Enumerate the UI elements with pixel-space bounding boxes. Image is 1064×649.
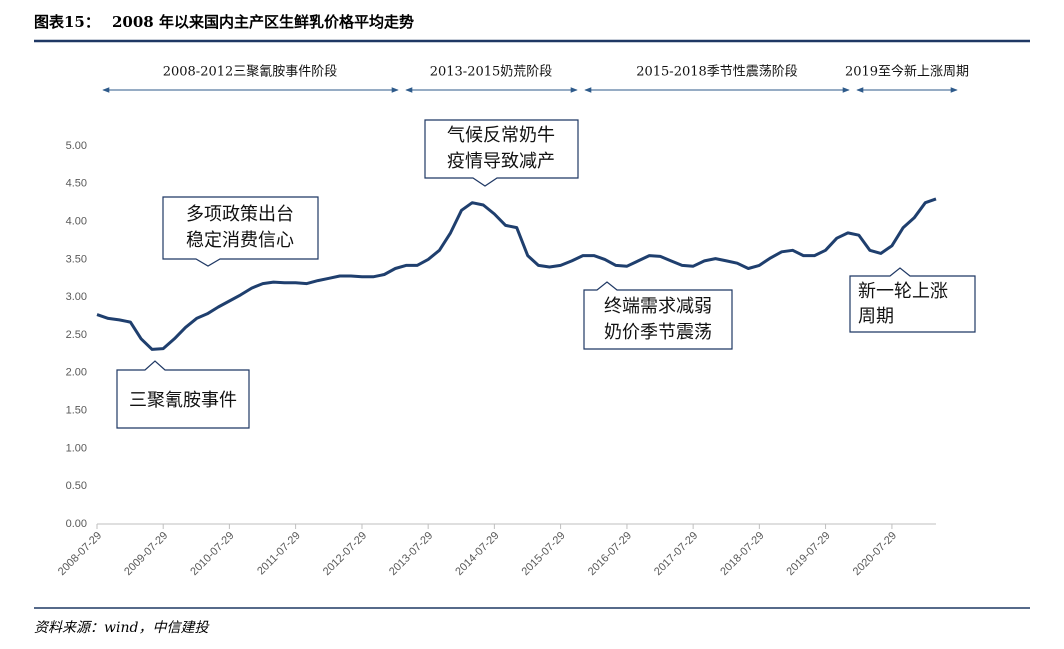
- phase-label: 2019至今新上涨周期: [845, 64, 969, 80]
- callout-box: [583, 281, 733, 350]
- callout-text: 新一轮上涨: [858, 281, 948, 302]
- x-tick-label: 2011-07-29: [255, 530, 303, 578]
- x-tick-label: 2010-07-29: [188, 530, 236, 578]
- x-tick-label: 2019-07-29: [784, 530, 832, 578]
- y-tick-label: 0.00: [66, 518, 87, 530]
- y-tick-label: 4.00: [66, 216, 87, 228]
- y-tick-label: 2.00: [66, 367, 87, 379]
- x-tick-label: 2012-07-29: [321, 530, 369, 578]
- callout-text: 疫情导致减产: [447, 151, 555, 172]
- callout-text: 稳定消费信心: [186, 230, 294, 251]
- header-label: 图表15：: [34, 13, 100, 31]
- x-tick-label: 2016-07-29: [586, 530, 634, 578]
- price-line: [96, 197, 937, 351]
- header-title: 2008 年以来国内主产区生鲜乳价格平均走势: [112, 13, 414, 31]
- phase-label: 2013-2015奶荒阶段: [430, 65, 553, 80]
- y-tick-label: 5.00: [66, 140, 87, 152]
- callout-box: [424, 119, 579, 187]
- y-tick-label: 1.00: [66, 442, 87, 454]
- callout-text: 周期: [858, 306, 894, 327]
- phase-label: 2008-2012三聚氰胺事件阶段: [163, 64, 338, 80]
- x-tick-label: 2017-07-29: [652, 530, 700, 578]
- callout-text: 奶价季节震荡: [604, 322, 712, 343]
- y-tick-label: 0.50: [66, 480, 87, 492]
- y-tick-label: 4.50: [66, 178, 87, 190]
- x-tick-label: 2013-07-29: [387, 530, 435, 578]
- callout-text: 终端需求减弱: [604, 296, 712, 317]
- callout-text: 多项政策出台: [186, 204, 294, 225]
- x-tick-label: 2015-07-29: [519, 530, 567, 578]
- source: 资料来源：wind，中信建投: [34, 620, 210, 636]
- callout-text: 气候反常奶牛: [447, 125, 555, 146]
- callout-text: 三聚氰胺事件: [129, 390, 237, 411]
- x-tick-label: 2008-07-29: [56, 530, 104, 578]
- x-tick-label: 2009-07-29: [122, 530, 170, 578]
- y-tick-label: 2.50: [66, 329, 87, 341]
- x-tick-label: 2018-07-29: [718, 530, 766, 578]
- callout-box: [849, 267, 976, 333]
- callout-box: [116, 360, 250, 429]
- x-tick-label: 2014-07-29: [453, 530, 501, 578]
- y-tick-label: 1.50: [66, 405, 87, 417]
- y-tick-label: 3.50: [66, 253, 87, 265]
- callout-box: [162, 196, 319, 267]
- phase-label: 2015-2018季节性震荡阶段: [636, 65, 798, 80]
- y-tick-label: 3.00: [66, 291, 87, 303]
- x-tick-label: 2020-07-29: [851, 530, 899, 578]
